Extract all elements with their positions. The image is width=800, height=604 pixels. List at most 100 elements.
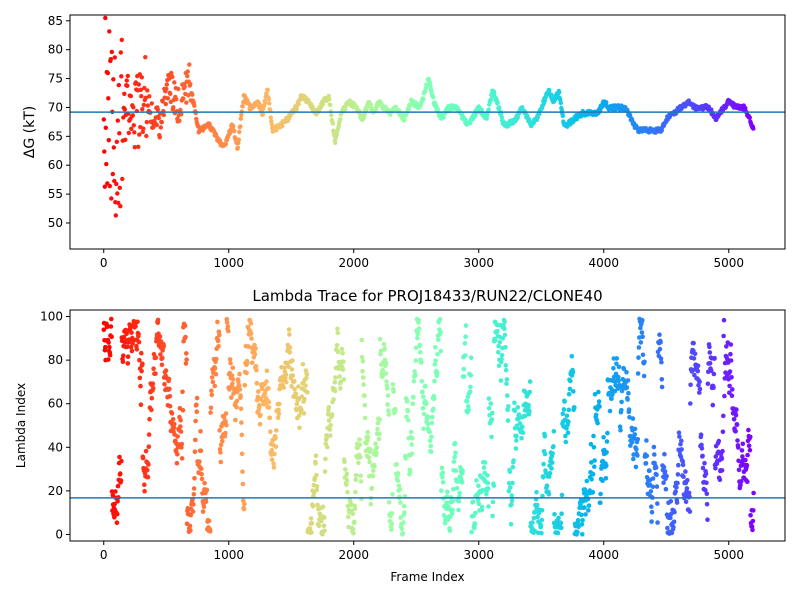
lambda-point: [614, 361, 619, 367]
lambda-point: [611, 366, 616, 371]
x-tick-label: 0: [100, 548, 108, 562]
deltag-point: [160, 99, 165, 104]
lambda-point: [249, 336, 254, 341]
x-tick-label: 1000: [213, 256, 244, 270]
lambda-point: [404, 414, 409, 420]
lambda-point: [420, 389, 425, 395]
lambda-point: [638, 325, 643, 331]
lambda-point: [579, 512, 584, 518]
lambda-point: [386, 408, 391, 413]
deltag-point: [240, 104, 245, 109]
lambda-point: [199, 471, 204, 477]
x-tick-label: 2000: [338, 548, 369, 562]
lambda-point: [662, 469, 668, 474]
lambda-point: [367, 459, 372, 465]
lambda-point: [704, 480, 709, 486]
lambda-point: [284, 379, 289, 385]
lambda-point: [496, 350, 501, 355]
lambda-point: [431, 396, 437, 402]
lambda-point: [109, 316, 114, 322]
lambda-point: [167, 386, 172, 392]
deltag-y-axis-label: ΔG (kT): [22, 106, 38, 158]
lambda-point: [432, 378, 437, 384]
lambda-point: [481, 465, 487, 470]
lambda-point: [301, 411, 307, 416]
lambda-point: [505, 393, 510, 398]
lambda-point: [242, 501, 247, 507]
lambda-point: [389, 527, 394, 532]
lambda-point: [699, 446, 705, 451]
lambda-point: [118, 471, 123, 476]
deltag-point: [143, 55, 148, 60]
lambda-point: [535, 502, 540, 508]
lambda-point: [106, 357, 111, 362]
deltag-point: [102, 184, 108, 189]
deltag-point: [269, 122, 274, 127]
lambda-point: [468, 373, 474, 378]
lambda-point: [271, 461, 276, 467]
deltag-point: [423, 89, 428, 94]
lambda-point: [609, 396, 614, 402]
lambda-point: [559, 492, 565, 498]
lambda-point: [146, 444, 152, 450]
lambda-point: [332, 380, 338, 385]
lambda-point: [661, 480, 666, 486]
lambda-point: [440, 480, 446, 485]
lambda-point: [397, 487, 403, 492]
lambda-point: [391, 389, 396, 394]
lambda-point: [707, 350, 713, 355]
deltag-point: [114, 139, 120, 144]
lambda-point: [438, 348, 444, 354]
lambda-point: [401, 520, 406, 525]
lambda-point: [490, 499, 496, 505]
lambda-point: [750, 527, 755, 533]
lambda-point: [135, 319, 140, 325]
lambda-point: [375, 420, 381, 426]
x-tick-label: 1000: [213, 548, 244, 562]
lambda-point: [410, 401, 416, 407]
lambda-point: [489, 434, 494, 440]
lambda-point: [167, 403, 173, 409]
lambda-point: [511, 458, 516, 463]
lambda-point: [242, 383, 248, 388]
lambda-point: [691, 340, 696, 346]
deltag-point: [260, 112, 265, 117]
deltag-point: [125, 73, 130, 79]
deltag-point: [102, 149, 107, 154]
lambda-point: [253, 346, 258, 351]
lambda-point: [707, 344, 712, 350]
lambda-point: [155, 317, 161, 323]
deltag-point: [141, 102, 146, 108]
lambda-point: [751, 490, 756, 496]
lambda-point: [565, 430, 571, 436]
lambda-point: [425, 421, 431, 427]
lambda-point: [191, 492, 197, 497]
deltag-point: [280, 123, 285, 129]
lambda-point: [450, 507, 455, 513]
lambda-point: [661, 464, 667, 470]
lambda-point: [275, 415, 281, 421]
lambda-point: [613, 383, 618, 388]
deltag-point: [106, 96, 111, 101]
lambda-point: [636, 355, 641, 360]
lambda-point: [409, 429, 414, 435]
lambda-point: [720, 448, 725, 454]
lambda-point: [208, 410, 213, 415]
lambda-point: [683, 469, 688, 474]
lambda-point: [125, 361, 131, 366]
lambda-point: [307, 526, 313, 532]
lambda-point: [200, 509, 206, 514]
lambda-point: [493, 338, 498, 343]
lambda-point: [728, 358, 734, 363]
lambda-point: [395, 471, 401, 476]
lambda-point: [688, 382, 693, 388]
lambda-point: [697, 386, 703, 392]
lambda-point: [558, 520, 564, 526]
deltag-point: [177, 118, 182, 124]
lambda-point: [161, 343, 167, 349]
y-tick-label: 85: [48, 14, 63, 28]
lambda-point: [410, 436, 415, 441]
deltag-point: [144, 133, 149, 139]
lambda-point: [457, 490, 462, 496]
lambda-point: [510, 480, 515, 486]
